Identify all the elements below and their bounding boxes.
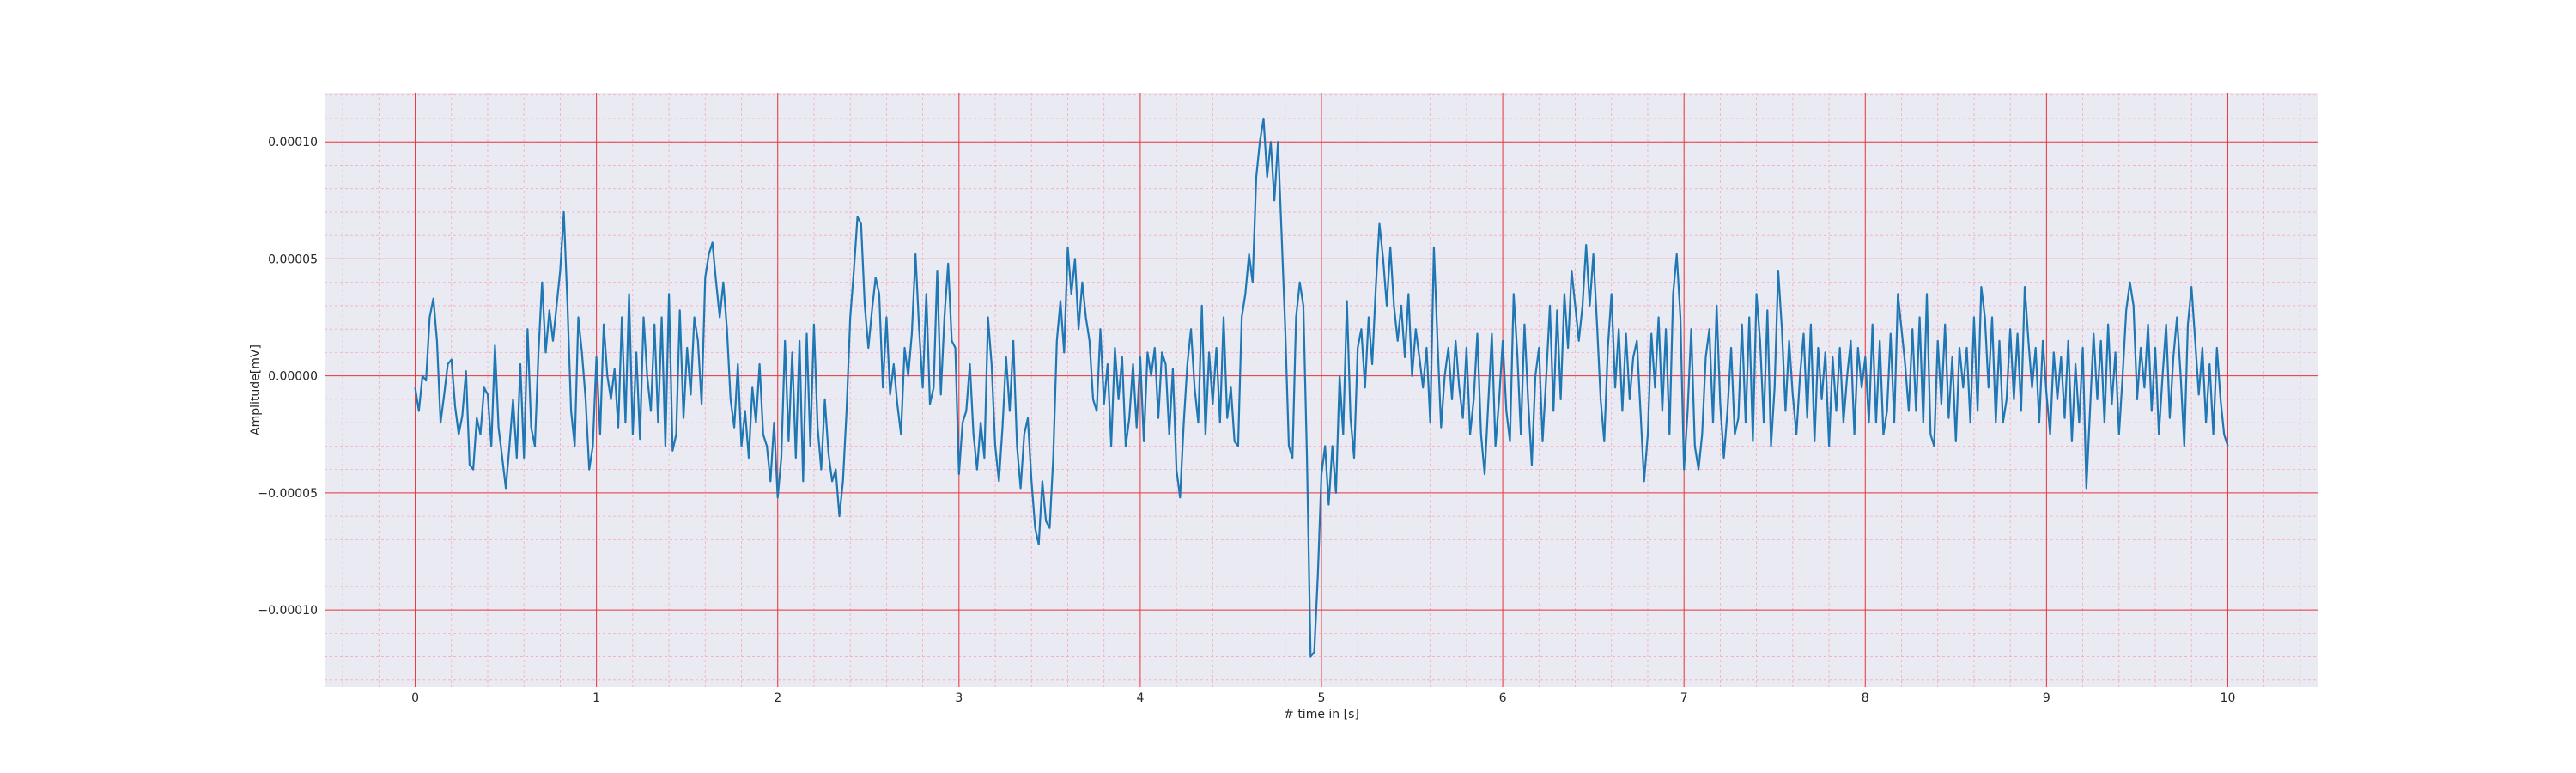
x-tick-label: 10 (2221, 691, 2236, 705)
y-tick-label: 0.00005 (268, 253, 318, 266)
y-tick-label: 0.00010 (268, 136, 318, 149)
x-tick-label: 7 (1680, 691, 1688, 705)
x-tick-label: 6 (1499, 691, 1507, 705)
y-tick-label: −0.00010 (258, 604, 318, 618)
x-tick-label: 5 (1318, 691, 1326, 705)
x-tick-label: 2 (774, 691, 781, 705)
x-tick-label: 0 (411, 691, 419, 705)
y-tick-label: 0.00000 (268, 370, 318, 384)
x-tick-label: 3 (955, 691, 963, 705)
x-axis-ticks: 0 1 2 3 4 5 6 7 8 9 10 (411, 691, 2235, 705)
x-tick-label: 8 (1862, 691, 1869, 705)
y-axis-ticks: −0.00010 −0.00005 0.00000 0.00005 0.00010 (258, 136, 318, 618)
series-layer (414, 117, 2229, 658)
y-axis-label: Amplitude[mV] (249, 344, 263, 435)
x-tick-label: 9 (2043, 691, 2050, 705)
x-axis-label: # time in [s] (1284, 708, 1359, 721)
y-tick-label: −0.00005 (258, 487, 318, 501)
x-tick-label: 4 (1136, 691, 1144, 705)
x-tick-label: 1 (592, 691, 600, 705)
series-line (414, 117, 2229, 658)
